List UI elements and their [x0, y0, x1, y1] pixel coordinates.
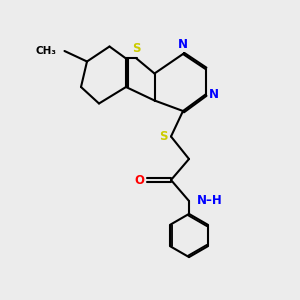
Text: CH₃: CH₃: [36, 46, 57, 56]
Text: S: S: [159, 130, 167, 143]
Text: O: O: [134, 173, 144, 187]
Text: N–H: N–H: [196, 194, 222, 208]
Text: N: N: [208, 88, 218, 101]
Text: S: S: [132, 42, 141, 55]
Text: N: N: [178, 38, 188, 51]
